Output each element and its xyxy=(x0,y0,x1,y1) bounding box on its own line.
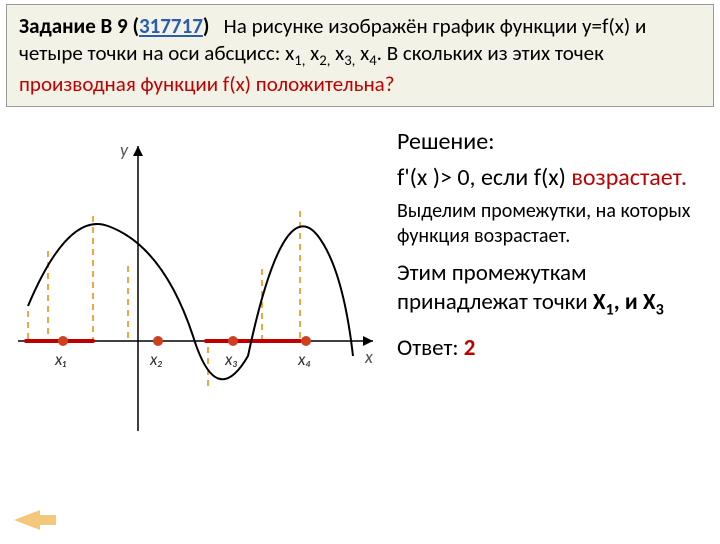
solution-column: Решение: f'(x )> 0, если f(x) возрастает… xyxy=(393,127,720,451)
svg-text:x₁: x₁ xyxy=(54,349,67,370)
pt: x xyxy=(360,40,369,66)
pt: x xyxy=(285,40,294,66)
interval-points: Этим промежуткам принадлежат точки X1, и… xyxy=(397,259,710,320)
increases-word: возрастает. xyxy=(571,163,687,192)
task-label: Задание B 9 ( xyxy=(19,13,139,39)
pt2-sub: 3 xyxy=(656,300,664,319)
problem-tail: . В скольких из этих точек xyxy=(377,40,604,66)
intervals-pre: Этим промежуткам принадлежат точки xyxy=(397,259,593,316)
problem-statement: Задание B 9 (317717) На рисунке изображё… xyxy=(6,4,714,107)
svg-text:y: y xyxy=(120,139,129,161)
problem-question: производная функции f(x) положительна? xyxy=(19,71,394,97)
back-arrow-icon[interactable] xyxy=(14,510,40,530)
pt1: X xyxy=(593,288,606,316)
pt1-sub: 1 xyxy=(606,300,614,319)
highlight-note: Выделим промежутки, на которых функция в… xyxy=(397,199,710,249)
pt-sub: 3, xyxy=(344,51,355,69)
answer-line: Ответ: 2 xyxy=(397,334,710,362)
comma: , и xyxy=(614,288,643,316)
answer-label: Ответ: xyxy=(397,334,464,362)
svg-text:x₃: x₃ xyxy=(224,349,238,370)
function-graph: y x x₁ x₂ x₃ x₄ xyxy=(8,131,388,451)
pt2: X xyxy=(643,288,656,316)
pt: x xyxy=(335,40,344,66)
task-id-link[interactable]: 317717 xyxy=(139,13,203,39)
pt: x xyxy=(310,40,319,66)
task-label-suffix: ) xyxy=(203,13,210,39)
solution-label: Решение: xyxy=(397,127,710,157)
pt-sub: 4 xyxy=(369,51,376,69)
chart-column: y x x₁ x₂ x₃ x₄ xyxy=(0,127,393,451)
pt-sub: 2, xyxy=(319,51,330,69)
svg-text:x₂: x₂ xyxy=(149,349,163,370)
svg-text:x₄: x₄ xyxy=(297,349,311,370)
pt-sub: 1, xyxy=(294,51,305,69)
svg-text:x: x xyxy=(364,346,373,368)
derivative-condition: f'(x )> 0, если f(x) возрастает. xyxy=(397,163,710,193)
content-area: y x x₁ x₂ x₃ x₄ Решение: f'(x )> 0, если f(x)… xyxy=(0,127,720,451)
answer-value: 2 xyxy=(464,334,476,362)
deriv-text: f'(x )> 0, если f(x) xyxy=(397,163,571,192)
